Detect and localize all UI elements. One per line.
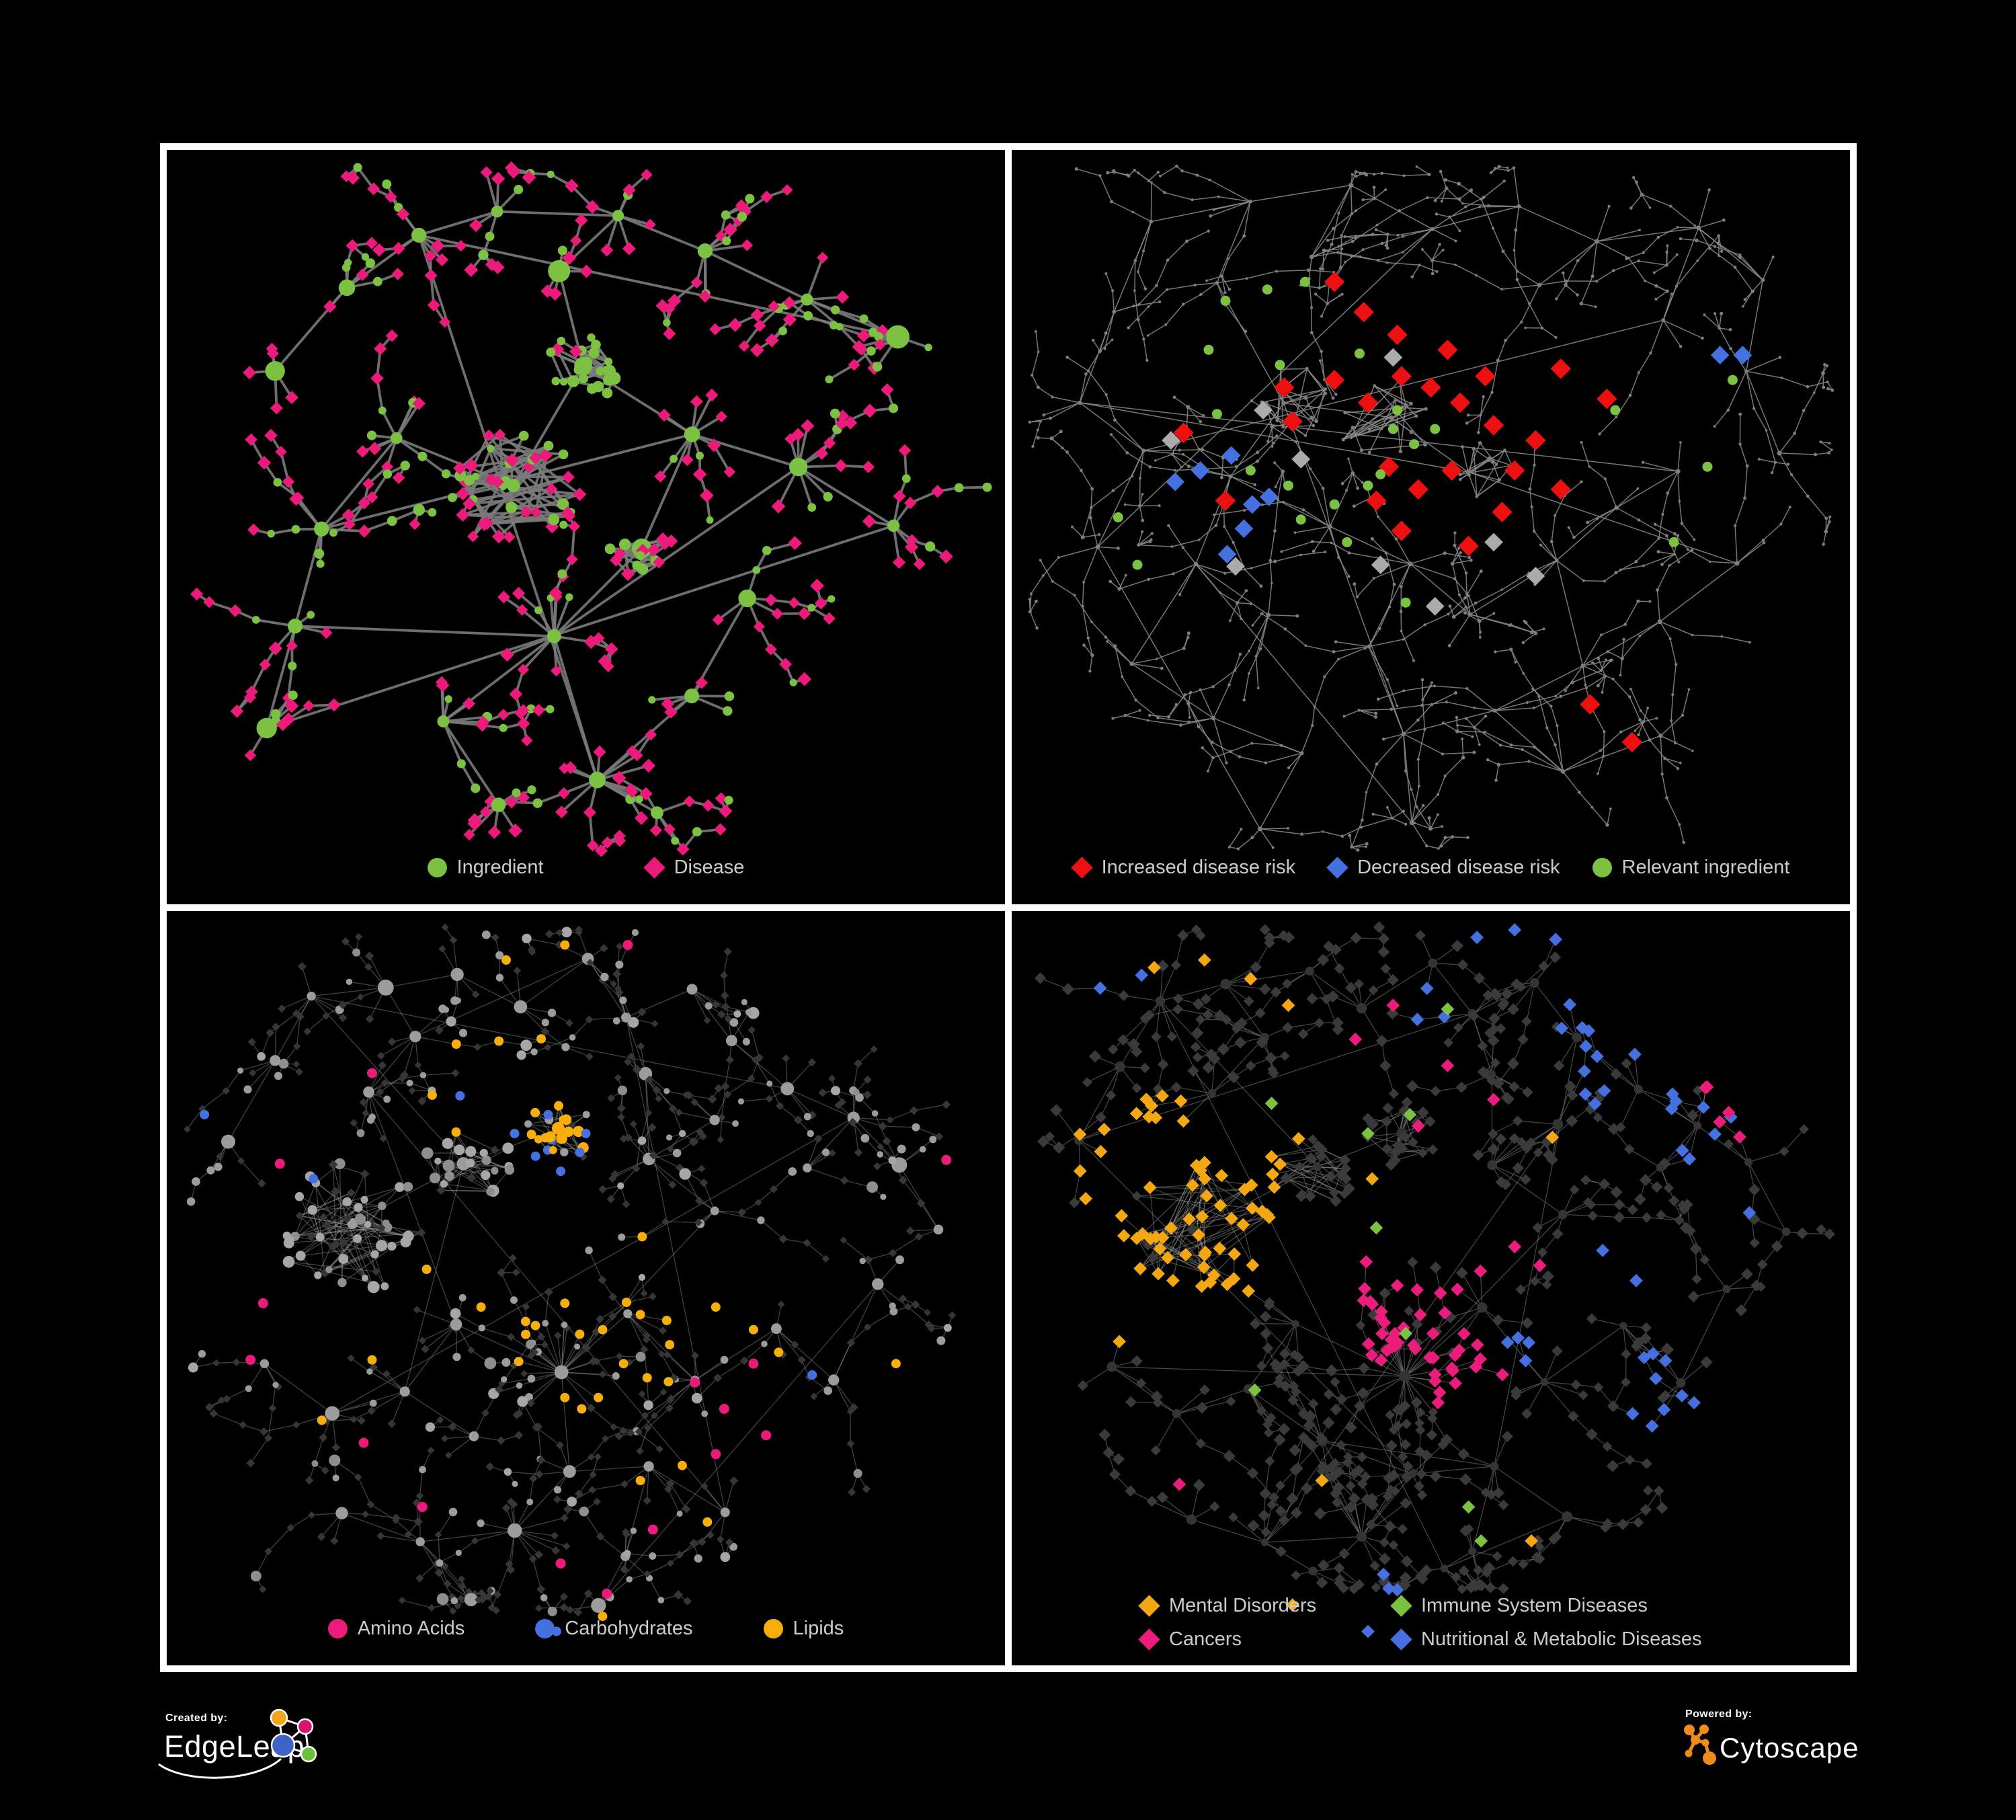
legend-item-nutritional-metabolic-diseases: Nutritional & Metabolic Diseases <box>1390 1628 1702 1651</box>
network-ingredient-disease <box>190 161 992 857</box>
edgeleap-swoosh-icon <box>158 1757 282 1779</box>
panel-grid: Ingredient Disease Increased disease risk… <box>160 143 1857 1672</box>
edgeleap-node-green-icon <box>300 1745 317 1763</box>
diamond-marker-icon <box>1326 857 1348 879</box>
cytoscape-node-icon <box>1701 1739 1709 1747</box>
cytoscape-node-icon <box>1685 1749 1693 1757</box>
edgeleap-node-orange-icon <box>270 1708 288 1727</box>
diamond-marker-icon <box>1138 1595 1160 1617</box>
legend-item-lipids: Lipids <box>763 1618 844 1640</box>
diamond-marker-icon <box>1070 857 1093 879</box>
legend-nutrient-classes: Amino Acids Carbohydrates Lipids <box>167 1618 1005 1640</box>
legend-label: Carbohydrates <box>565 1618 693 1639</box>
diamond-marker-icon <box>643 857 666 879</box>
edgeleap-node-pink-icon <box>296 1718 314 1735</box>
legend-item-decreased-disease-risk: Decreased disease risk <box>1326 857 1560 879</box>
cytoscape-node-icon <box>1703 1751 1716 1765</box>
legend-label: Immune System Diseases <box>1421 1595 1648 1616</box>
legend-item-amino-acids: Amino Acids <box>327 1618 465 1640</box>
diamond-marker-icon <box>1138 1628 1160 1651</box>
circle-marker-icon <box>535 1619 555 1638</box>
legend-label: Cancers <box>1169 1628 1242 1650</box>
cytoscape-node-icon <box>1684 1725 1695 1735</box>
legend-item-ingredient: Ingredient <box>427 857 544 879</box>
powered-by-label: Powered by: <box>1685 1708 1752 1720</box>
legend-ingredient-disease: Ingredient Disease <box>167 857 1005 879</box>
legend-item-immune-system-diseases: Immune System Diseases <box>1390 1595 1701 1617</box>
legend-disease-risk: Increased disease risk Decreased disease … <box>1012 857 1850 879</box>
cytoscape-wordmark: Cytoscape <box>1720 1732 1859 1764</box>
legend-item-carbohydrates: Carbohydrates <box>535 1618 693 1640</box>
panel-disease-classes: Mental Disorders Immune System Diseases Ca… <box>1012 911 1850 1665</box>
legend-label: Nutritional & Metabolic Diseases <box>1421 1628 1702 1650</box>
circle-marker-icon <box>763 1619 783 1638</box>
circle-marker-icon <box>427 858 447 877</box>
legend-label: Increased disease risk <box>1101 857 1296 878</box>
legend-label: Mental Disorders <box>1169 1595 1317 1616</box>
legend-item-cancers: Cancers <box>1138 1628 1392 1651</box>
legend-disease-classes: Mental Disorders Immune System Diseases Ca… <box>1138 1595 1702 1651</box>
network-nutrient-classes <box>184 923 957 1636</box>
panel-nutrient-classes: Amino Acids Carbohydrates Lipids <box>167 911 1005 1665</box>
legend-label: Lipids <box>793 1618 844 1639</box>
circle-marker-icon <box>327 1619 348 1638</box>
cytoscape-node-icon <box>1691 1735 1700 1745</box>
edgeleap-logo <box>158 1708 317 1779</box>
circle-marker-icon <box>1592 858 1612 877</box>
panel-ingredient-disease: Ingredient Disease <box>167 150 1005 904</box>
legend-item-increased-disease-risk: Increased disease risk <box>1070 857 1296 879</box>
cytoscape-node-icon <box>1699 1725 1709 1734</box>
panel-disease-risk: Increased disease risk Decreased disease … <box>1012 150 1850 904</box>
created-by-label: Created by: <box>165 1712 228 1724</box>
legend-item-mental-disorders: Mental Disorders <box>1138 1595 1392 1617</box>
cytoscape-logo-icon <box>1684 1725 1716 1765</box>
diamond-marker-icon <box>1390 1628 1412 1651</box>
network-disease-classes <box>1034 921 1835 1638</box>
legend-label: Disease <box>674 857 745 878</box>
legend-item-relevant-ingredient: Relevant ingredient <box>1592 857 1790 879</box>
legend-label: Amino Acids <box>357 1618 465 1639</box>
legend-label: Ingredient <box>456 857 544 878</box>
edgeleap-node-blue-icon <box>270 1733 296 1758</box>
legend-label: Relevant ingredient <box>1621 857 1790 878</box>
network-disease-risk <box>1028 164 1834 852</box>
legend-label: Decreased disease risk <box>1357 857 1560 878</box>
diamond-marker-icon <box>1390 1595 1412 1617</box>
legend-item-disease: Disease <box>643 857 745 879</box>
